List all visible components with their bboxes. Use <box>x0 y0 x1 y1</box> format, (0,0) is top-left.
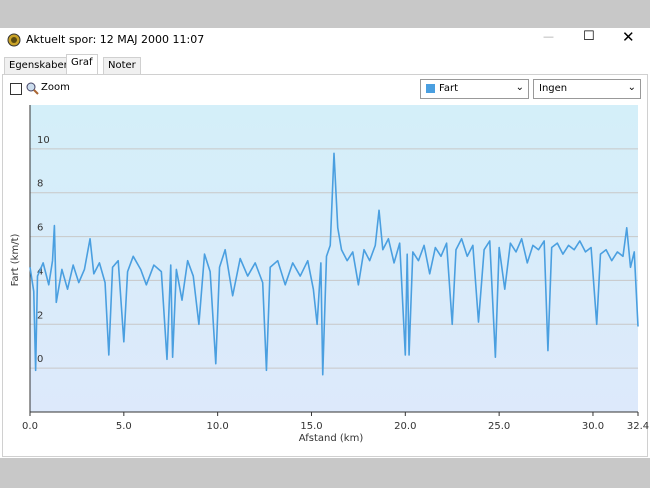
series-dropdown[interactable]: Fart ⌄ <box>420 79 529 99</box>
tab-active[interactable]: Graf <box>66 54 98 75</box>
x-tick-label: 30.0 <box>582 421 604 432</box>
y-tick-label: 10 <box>37 135 50 146</box>
minimize-button[interactable]: — <box>543 30 554 43</box>
x-tick-label: 15.0 <box>300 421 322 432</box>
chart: Fart (km/t) Afstand (km) 0 2 4 6 8 10 0.0 5.0 10… <box>10 105 649 444</box>
dropdown-arrow: ⌄ <box>515 82 524 93</box>
x-tick-label: 10.0 <box>207 421 229 432</box>
y-tick-label: 6 <box>37 223 43 234</box>
y-axis-label: Fart (km/t) <box>10 234 21 287</box>
x-tick-label: 0.0 <box>22 421 38 432</box>
plot-area <box>30 105 638 412</box>
zoom-icon <box>26 82 39 95</box>
legend-label: Fart <box>439 83 458 94</box>
zoom-label: Zoom <box>41 82 70 93</box>
window-title: Aktuelt spor: 12 MAJ 2000 11:07 <box>26 33 205 46</box>
x-tick-label: 32.4 <box>627 421 649 432</box>
x-axis-label: Afstand (km) <box>299 433 364 444</box>
x-tick-label: 25.0 <box>488 421 510 432</box>
x-tick-label: 5.0 <box>116 421 132 432</box>
dropdown-arrow: ⌄ <box>627 82 636 93</box>
x-tick-label: 20.0 <box>394 421 416 432</box>
dropdown-value: Ingen <box>539 83 568 94</box>
app-icon <box>7 33 21 47</box>
overlay-dropdown[interactable]: Ingen ⌄ <box>533 79 641 99</box>
y-tick-label: 8 <box>37 179 43 190</box>
y-tick-label: 2 <box>37 310 43 321</box>
data-line <box>29 152 639 376</box>
zoom-checkbox[interactable] <box>10 83 22 95</box>
tab[interactable]: Noter <box>103 57 141 74</box>
title-bar: Aktuelt spor: 12 MAJ 2000 11:07 — ☐ ✕ <box>0 28 650 52</box>
maximize-button[interactable]: ☐ <box>583 29 595 44</box>
y-tick-label: 0 <box>37 354 43 365</box>
y-tick-label: 4 <box>37 266 43 277</box>
close-button[interactable]: ✕ <box>622 28 635 46</box>
legend-swatch <box>426 84 435 93</box>
